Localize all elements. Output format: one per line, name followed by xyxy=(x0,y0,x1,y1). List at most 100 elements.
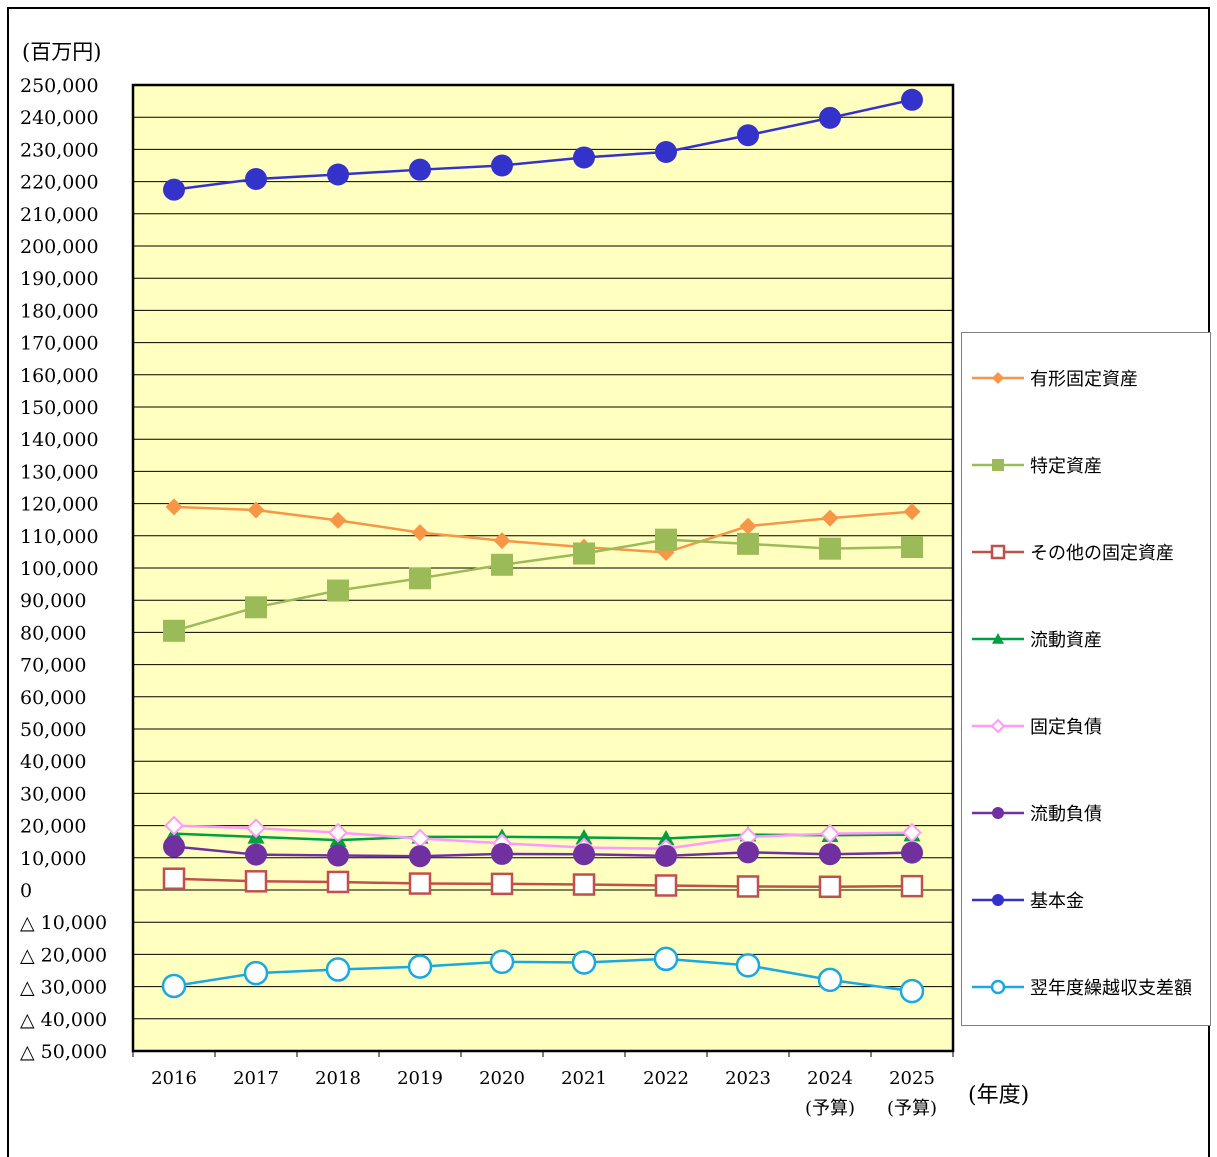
data-point xyxy=(489,949,515,975)
data-point xyxy=(329,511,347,529)
data-point xyxy=(819,537,841,560)
data-point xyxy=(899,978,925,1004)
series-line xyxy=(173,98,913,191)
y-tick-label: 60,000 xyxy=(20,687,86,709)
legend-label: 有形固定資産 xyxy=(1030,369,1138,390)
legend-label: 流動資産 xyxy=(1030,630,1102,651)
legend-swatch-marker xyxy=(992,894,1004,906)
x-tick-label: 2019 xyxy=(397,1068,443,1089)
legend-swatch-marker xyxy=(990,544,1006,560)
legend-item: 固定負債 xyxy=(970,713,1102,739)
series-7 xyxy=(161,946,925,1004)
series-line xyxy=(173,877,913,889)
y-tick-label: △ 50,000 xyxy=(20,1041,107,1063)
series-1 xyxy=(163,528,923,642)
data-point xyxy=(493,532,511,550)
data-point xyxy=(409,567,431,590)
data-point xyxy=(243,960,269,986)
y-tick-label: 190,000 xyxy=(20,268,99,290)
y-tick-label: 0 xyxy=(20,880,32,902)
series-line xyxy=(173,845,913,858)
y-tick-label: 210,000 xyxy=(20,204,99,226)
legend-item: 流動負債 xyxy=(970,800,1102,826)
data-point xyxy=(327,579,349,602)
y-tick-label: 40,000 xyxy=(20,751,86,773)
data-point xyxy=(573,542,595,565)
y-tick-label: △ 10,000 xyxy=(20,912,107,934)
data-point xyxy=(655,844,677,867)
legend-label: 固定負債 xyxy=(1030,717,1102,738)
legend-swatch xyxy=(972,979,1024,995)
legend-swatch xyxy=(972,807,1024,819)
y-tick-label: 160,000 xyxy=(20,365,99,387)
data-point xyxy=(163,835,185,858)
x-tick-label: 2023 xyxy=(725,1068,771,1089)
data-point xyxy=(411,524,429,542)
data-point xyxy=(327,163,349,186)
data-point xyxy=(818,875,842,899)
legend-item: 特定資産 xyxy=(970,452,1102,478)
legend-swatch xyxy=(972,544,1024,560)
x-tick-label: 2016 xyxy=(151,1068,197,1089)
data-point xyxy=(491,154,513,177)
y-tick-label: 30,000 xyxy=(20,783,86,805)
series-5 xyxy=(163,835,923,868)
series-line xyxy=(173,824,913,851)
data-point xyxy=(325,957,351,982)
y-tick-label: 80,000 xyxy=(20,622,86,644)
x-tick-label: 2024 xyxy=(807,1068,853,1089)
y-tick-label: △ 40,000 xyxy=(20,1009,107,1031)
legend: 有形固定資産 特定資産 その他の固定資産 流動資産 固定負債 流動負債 基本金 翌年度繰越収支… xyxy=(961,332,1211,1026)
plot-border xyxy=(131,83,955,1053)
legend-label: 翌年度繰越収支差額 xyxy=(1030,978,1192,999)
y-tick-label: 140,000 xyxy=(20,429,99,451)
legend-swatch-marker xyxy=(992,372,1004,384)
data-point xyxy=(739,517,757,535)
legend-swatch xyxy=(972,718,1024,734)
series-line xyxy=(173,538,913,632)
legend-label: その他の固定資産 xyxy=(1030,543,1174,564)
y-tick-label: 220,000 xyxy=(20,172,99,194)
x-tick-label: 2017 xyxy=(233,1068,279,1089)
legend-swatch-marker xyxy=(992,633,1004,644)
data-point xyxy=(491,553,513,576)
legend-swatch-marker xyxy=(990,979,1006,995)
data-point xyxy=(901,841,923,864)
data-point xyxy=(735,953,761,978)
legend-swatch-marker xyxy=(992,807,1004,819)
y-tick-label: 50,000 xyxy=(20,719,86,741)
data-point xyxy=(407,954,433,979)
data-point xyxy=(821,509,839,527)
data-point xyxy=(490,872,514,896)
data-point xyxy=(573,843,595,866)
y-tick-label: 70,000 xyxy=(20,655,86,677)
legend-label: 特定資産 xyxy=(1030,456,1102,477)
data-point xyxy=(655,140,677,163)
y-tick-label: 100,000 xyxy=(20,558,99,580)
data-point xyxy=(737,124,759,147)
y-tick-label: 240,000 xyxy=(20,107,99,129)
y-tick-label: 180,000 xyxy=(20,300,99,322)
data-point xyxy=(571,950,597,975)
legend-item: その他の固定資産 xyxy=(970,539,1174,565)
data-point xyxy=(817,967,843,993)
data-point xyxy=(900,874,924,898)
data-point xyxy=(653,946,679,972)
data-point xyxy=(245,168,267,191)
legend-item: 流動資産 xyxy=(970,626,1102,652)
y-tick-label: 90,000 xyxy=(20,590,86,612)
legend-item: 翌年度繰越収支差額 xyxy=(970,974,1192,1000)
data-point xyxy=(819,843,841,866)
data-point xyxy=(326,870,350,894)
y-tick-label: △ 30,000 xyxy=(20,977,107,999)
legend-swatch xyxy=(972,633,1024,644)
data-point xyxy=(164,815,184,836)
y-tick-label: 200,000 xyxy=(20,236,99,258)
data-point xyxy=(244,870,268,893)
y-tick-label: 130,000 xyxy=(20,461,99,483)
legend-swatch xyxy=(972,372,1024,384)
data-point xyxy=(657,829,675,846)
data-point xyxy=(245,843,267,866)
data-point xyxy=(327,844,349,867)
data-point xyxy=(245,596,267,619)
